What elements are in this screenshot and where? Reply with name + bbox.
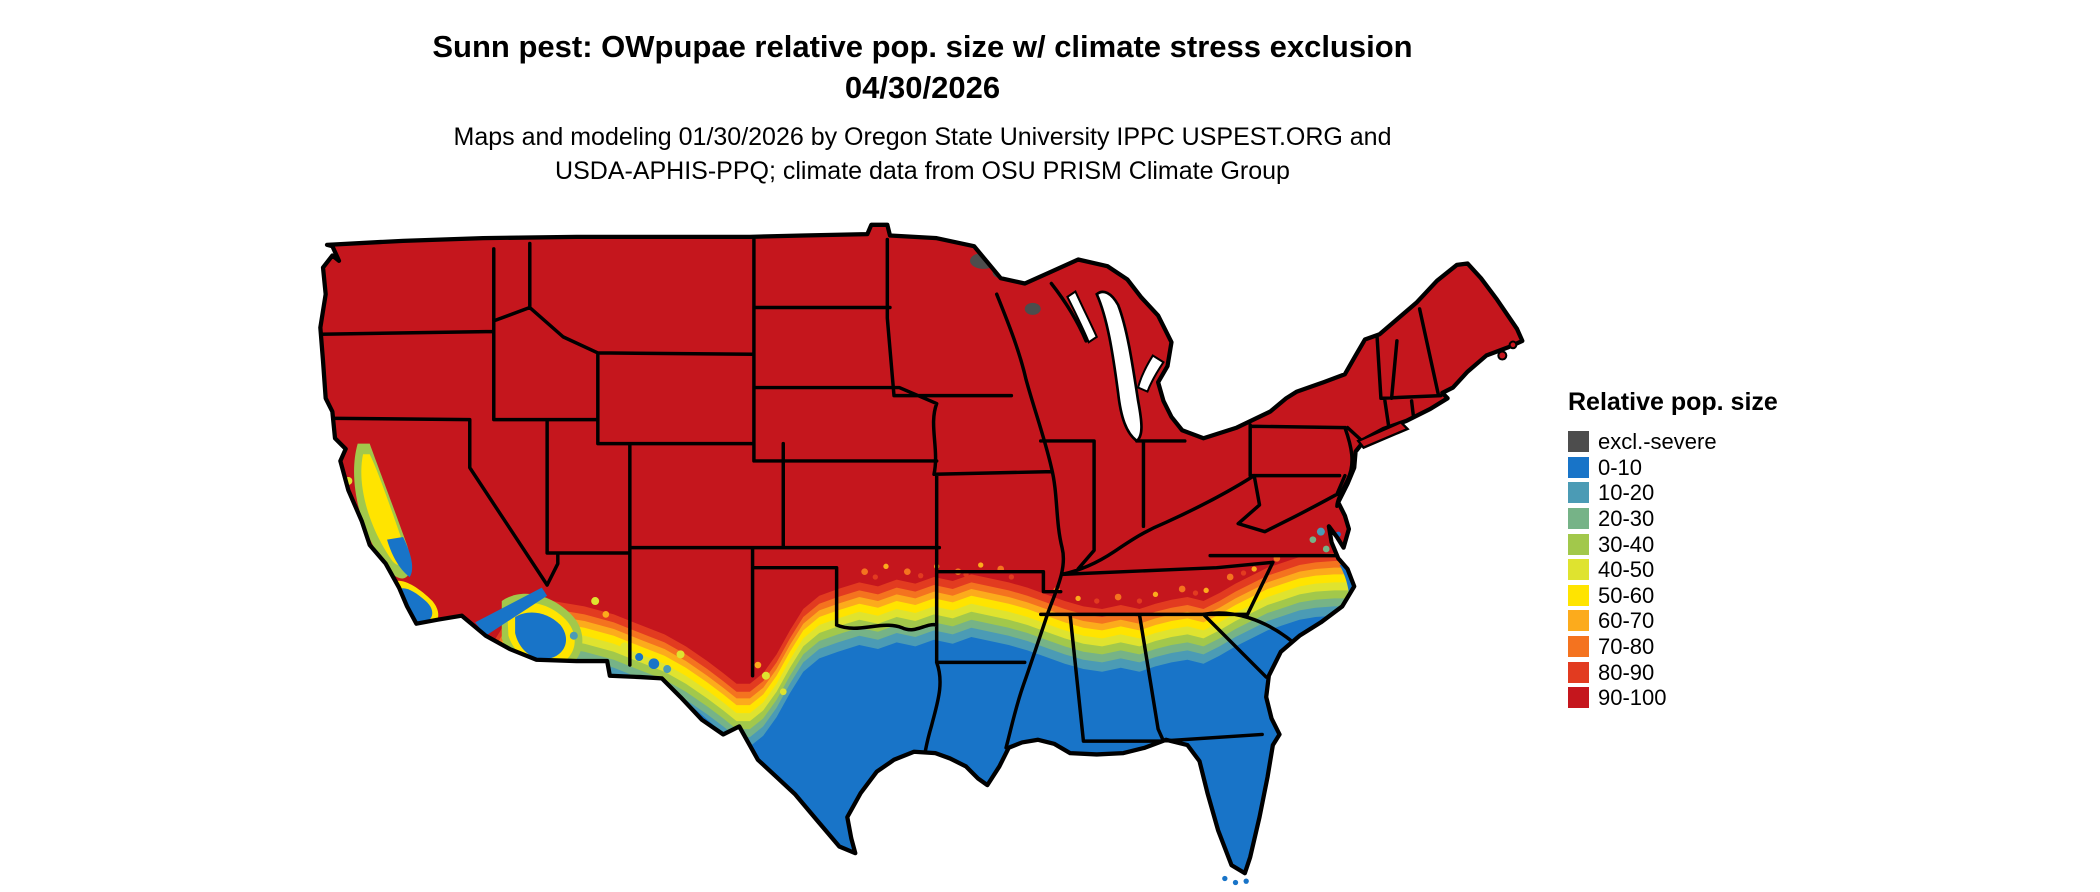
- legend-item: 90-100: [1568, 685, 1888, 711]
- legend-swatch: [1568, 533, 1589, 555]
- state-borders: [320, 237, 1443, 757]
- legend-label: 80-90: [1598, 659, 1655, 685]
- legend-label: 70-80: [1598, 634, 1655, 660]
- legend-swatch: [1568, 661, 1589, 683]
- legend-item: 0-10: [1568, 455, 1888, 481]
- nm-speck: [676, 650, 685, 659]
- legend-item: 10-20: [1568, 480, 1888, 506]
- legend-swatch: [1568, 559, 1589, 581]
- page-subtitle-line1: Maps and modeling 01/30/2026 by Oregon S…: [453, 123, 1392, 151]
- legend-swatch: [1568, 482, 1589, 504]
- legend-swatch: [1568, 508, 1589, 530]
- legend-label: 90-100: [1598, 685, 1667, 711]
- tx-speck: [754, 661, 762, 669]
- maine-island: [1497, 350, 1508, 361]
- az-speck: [602, 611, 610, 618]
- green-bay: [1066, 290, 1099, 344]
- az-low: [515, 612, 567, 660]
- legend-title: Relative pop. size: [1568, 388, 1778, 416]
- az-speck: [569, 631, 578, 640]
- florida-keys: [1232, 879, 1239, 886]
- legend-swatch: [1568, 636, 1589, 658]
- legend-item: 60-70: [1568, 608, 1888, 634]
- long-island: [1356, 420, 1410, 450]
- page-title-line1: Sunn pest: OWpupae relative pop. size w/…: [432, 29, 1413, 64]
- map-svg: [303, 218, 1537, 886]
- legend-item: 20-30: [1568, 506, 1888, 532]
- nm-speck: [648, 658, 660, 670]
- legend-item: 40-50: [1568, 557, 1888, 583]
- tx-speck: [779, 688, 787, 696]
- legend-label: 20-30: [1598, 506, 1655, 532]
- legend-item: 80-90: [1568, 659, 1888, 685]
- florida-keys: [1243, 878, 1249, 884]
- legend-label: 10-20: [1598, 480, 1655, 506]
- legend-item: 50-60: [1568, 583, 1888, 609]
- legend-label: 0-10: [1598, 454, 1643, 480]
- nm-speck: [635, 653, 644, 662]
- legend-label: 40-50: [1598, 557, 1655, 583]
- saginaw-bay: [1136, 354, 1165, 393]
- lake-michigan: [1095, 290, 1143, 443]
- great-lakes: [1066, 290, 1165, 443]
- legend-swatch: [1568, 584, 1589, 606]
- page-title: Sunn pest: OWpupae relative pop. size w/…: [0, 26, 1845, 108]
- nm-speck: [620, 642, 629, 651]
- legend-label: 50-60: [1598, 582, 1655, 608]
- colorado-river-strip: [475, 587, 548, 636]
- legend-item: 70-80: [1568, 634, 1888, 660]
- us-choropleth-map: [303, 218, 1537, 892]
- maine-island: [1508, 340, 1518, 350]
- legend-item: excl.-severe: [1568, 429, 1888, 455]
- legend-swatch: [1568, 431, 1589, 453]
- page-subtitle: Maps and modeling 01/30/2026 by Oregon S…: [0, 120, 1845, 188]
- legend-swatch: [1568, 456, 1589, 478]
- ca-valley-south: [387, 536, 413, 578]
- florida-keys: [1222, 875, 1228, 882]
- offshore-features: [1222, 340, 1518, 886]
- legend-swatch: [1568, 687, 1589, 709]
- page-title-line2: 04/30/2026: [844, 70, 1001, 105]
- az-speck: [591, 597, 600, 606]
- legend: Relative pop. size excl.-severe 0-10 10-20…: [1568, 388, 1888, 711]
- ca-valley-inner: [361, 454, 404, 565]
- nm-speck: [663, 665, 672, 674]
- tx-speck: [761, 671, 770, 680]
- legend-items: excl.-severe 0-10 10-20 20-30 30-40 40-50 50-6…: [1568, 429, 1888, 711]
- page-subtitle-line2: USDA-APHIS-PPQ; climate data from OSU PR…: [555, 157, 1290, 185]
- legend-item: 30-40: [1568, 531, 1888, 557]
- legend-label: excl.-severe: [1598, 429, 1717, 455]
- legend-label: 30-40: [1598, 531, 1655, 557]
- legend-swatch: [1568, 610, 1589, 632]
- legend-label: 60-70: [1598, 608, 1655, 634]
